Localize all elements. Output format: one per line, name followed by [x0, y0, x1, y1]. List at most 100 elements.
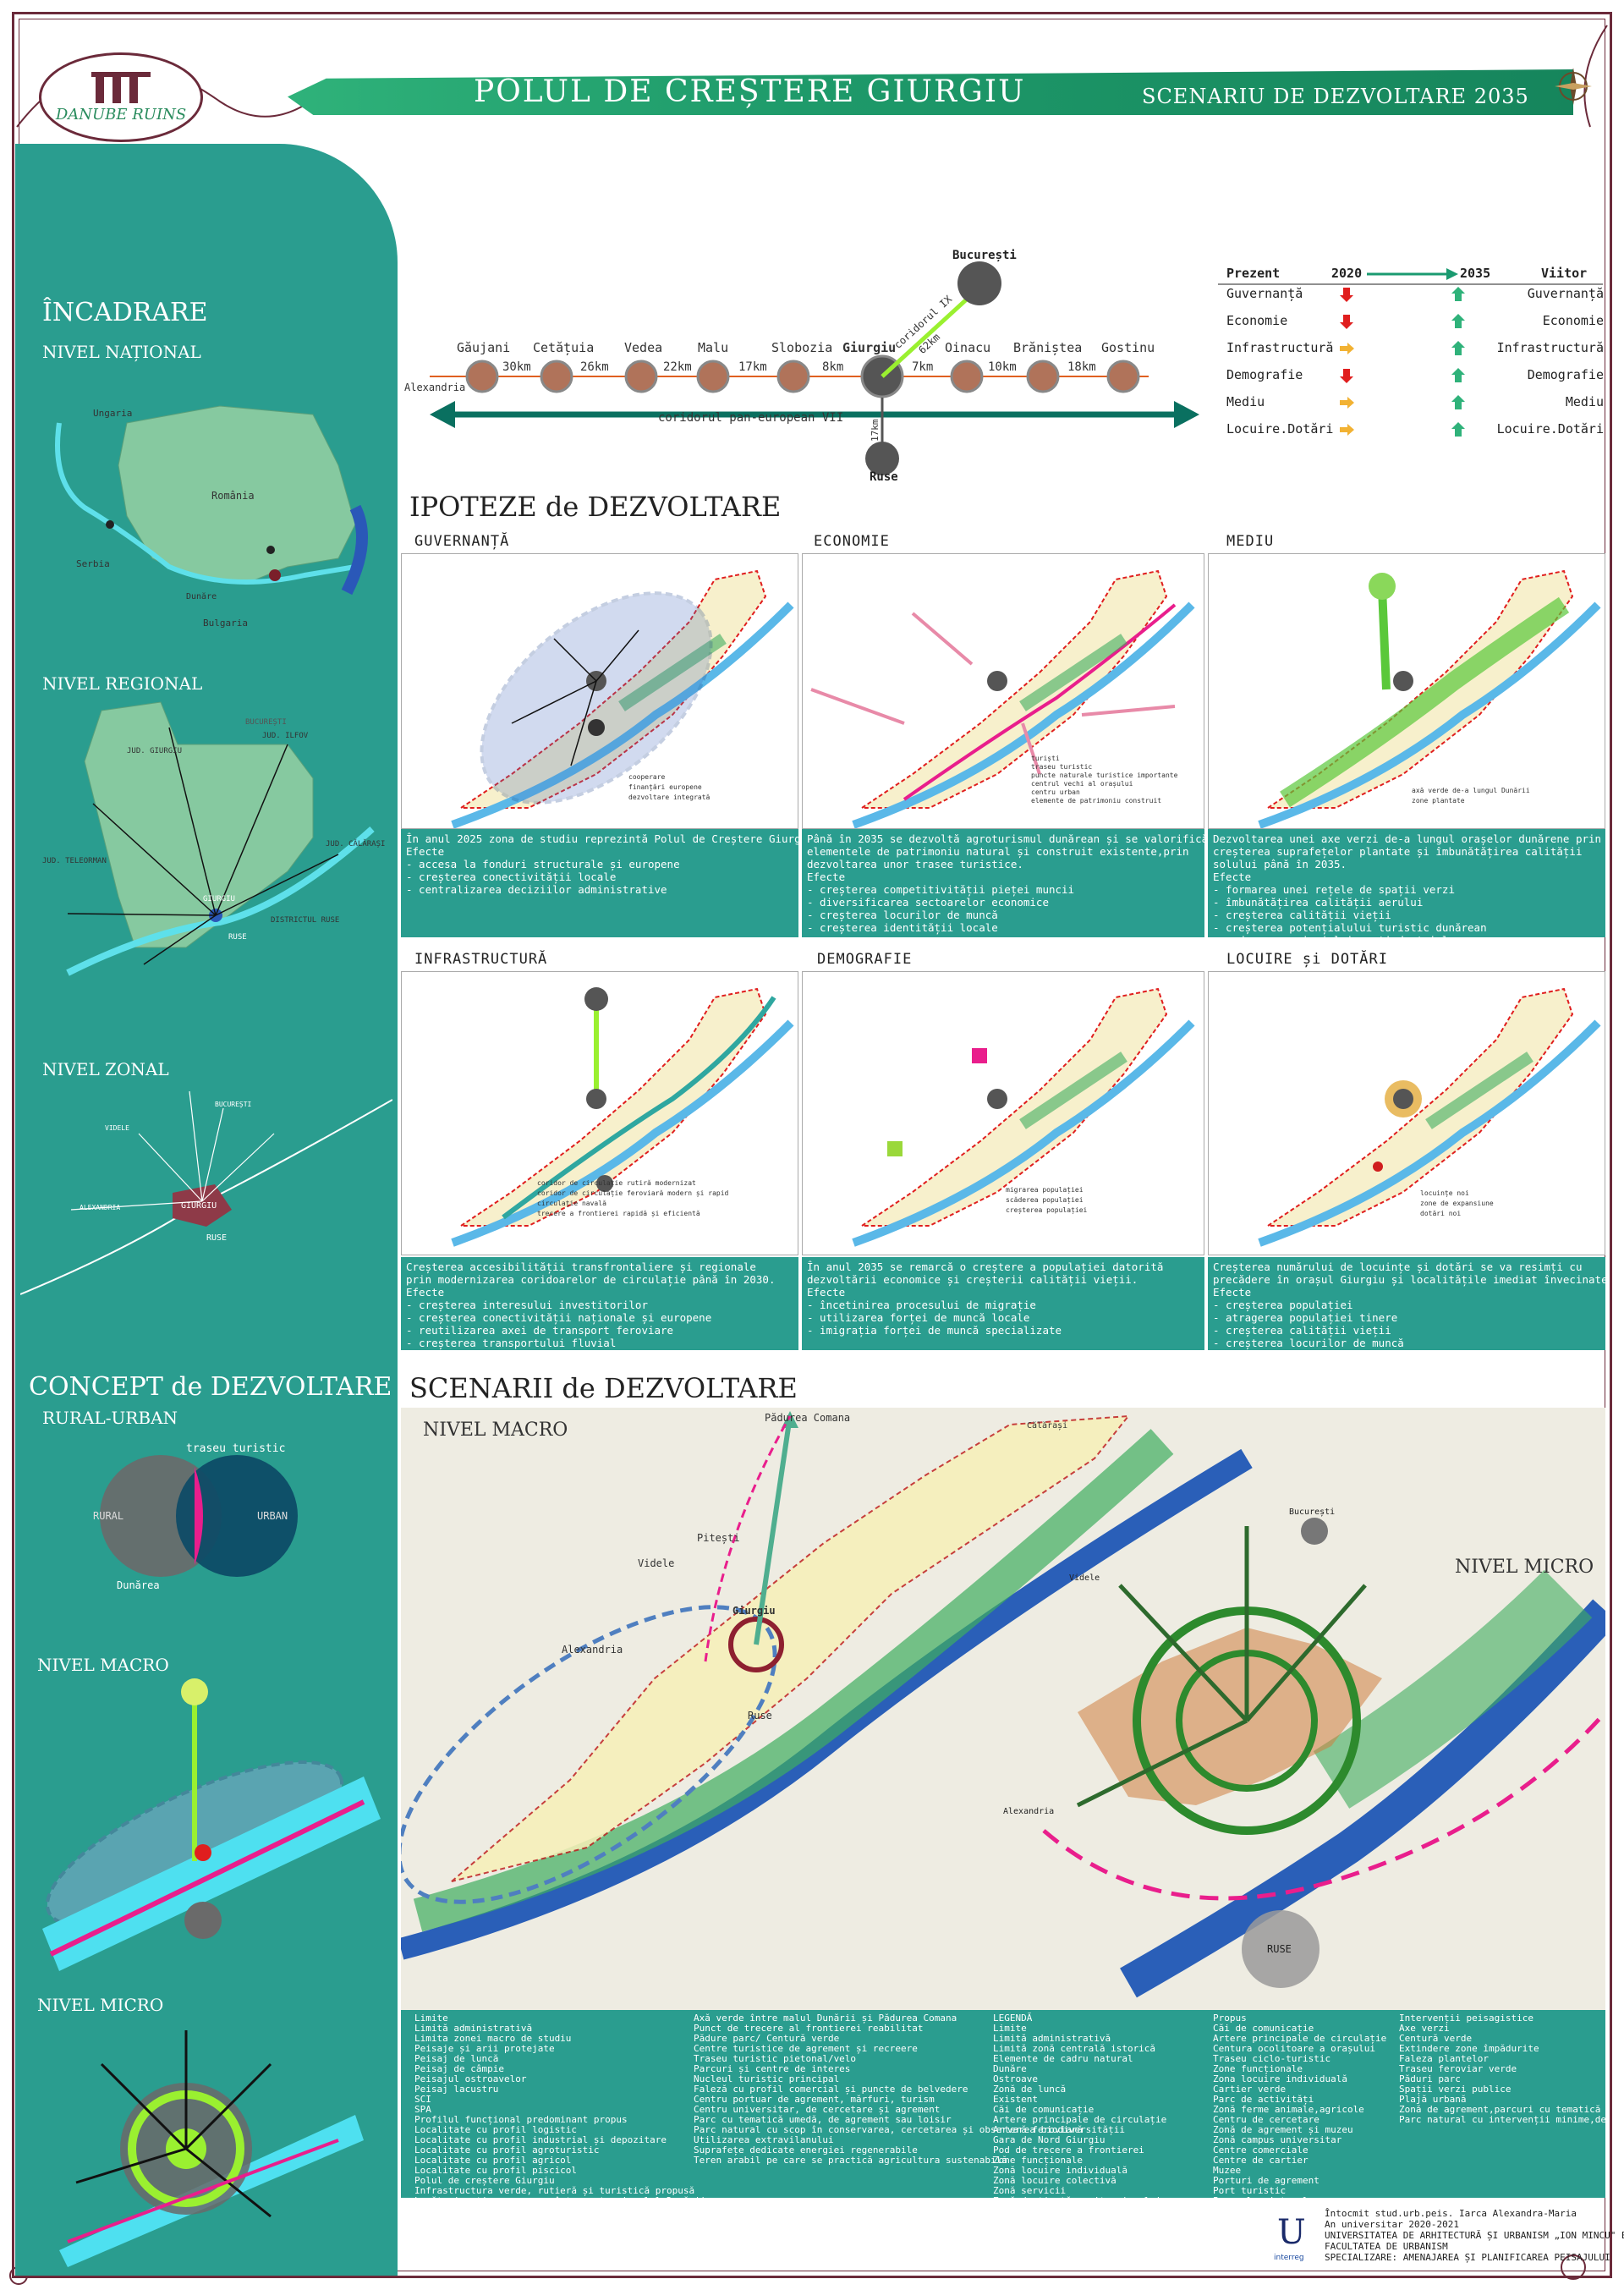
corridor-ruse-km: 17km — [870, 419, 881, 442]
locuire-legend-1: zone de expansiune — [1420, 1200, 1494, 1207]
trend-future-label: Locuire.Dotări — [1496, 421, 1604, 437]
trend-present-label: Mediu — [1226, 394, 1265, 409]
national-label-dunare: Dunăre — [186, 591, 217, 601]
panel-text-infrastructura: Creșterea accesibilității transfrontalie… — [401, 1257, 798, 1350]
panel-text-demografie: În anul 2035 se remarcă o creștere a pop… — [802, 1257, 1204, 1350]
nivel-national-heading: NIVEL NAȚIONAL — [42, 342, 201, 362]
corridor-alexandria: Alexandria — [404, 382, 465, 393]
nivel-macro-heading: NIVEL MACRO — [37, 1655, 169, 1675]
panel-map-infrastructura: coridor de circulație rutiră modernizat … — [401, 971, 798, 1255]
panel-text-demografie-line: dezvoltării economice și creșterii calit… — [807, 1273, 1138, 1286]
economie-legend-0: turiști — [1031, 755, 1060, 762]
panel-text-locuire-line: - creșterea populației — [1213, 1299, 1353, 1311]
concept-heading: CONCEPT de DEZVOLTARE — [29, 1372, 392, 1402]
legend-col-3-line: Ostroave — [993, 2073, 1038, 2084]
legend-col-2-line: Centru portuar de agrement, mărfuri, tur… — [694, 2094, 935, 2105]
panel-text-demografie-line: - imigrația forței de muncă specializate — [807, 1324, 1062, 1337]
zonal-label-bucuresti: BUCUREȘTI — [215, 1101, 252, 1108]
legend-col-1-line: Limită administrativă — [414, 2023, 533, 2034]
panel-text-mediu: Dezvoltarea unei axe verzi de-a lungul o… — [1208, 829, 1605, 937]
trend-viitor: Viitor — [1541, 266, 1588, 281]
panel-text-mediu-line: - formarea unei rețele de spații verzi — [1213, 883, 1455, 896]
corridor-city-2: Vedea — [624, 340, 663, 355]
macro-label-ruse: Ruse — [748, 1710, 772, 1722]
panel-text-infrastructura-line: - creșterea interesului investitorilor — [406, 1299, 648, 1311]
arrow-up-icon — [1451, 422, 1465, 437]
trend-prezent: Prezent — [1226, 266, 1281, 281]
legend-col-1-line: Localitate cu profil agricol — [414, 2155, 572, 2166]
trend-2020: 2020 — [1331, 266, 1363, 281]
regional-label-calarasi: JUD. CĂLĂRAȘI — [326, 838, 385, 848]
economie-legend-3: centrul vechi al orașului — [1031, 780, 1133, 788]
panel-text-mediu-line: creșterea suprafețelor plantate și îmbun… — [1213, 845, 1583, 858]
panel-text-guvernanta-line: Efecte — [406, 845, 445, 858]
guvernanta-legend: cooperare finanțări europene dezvoltare … — [628, 773, 710, 801]
economie-legend-5: elemente de patrimoniu construit — [1031, 797, 1161, 805]
arrow-down-icon — [1340, 315, 1353, 329]
panel-text-infrastructura-line: prin modernizarea coridoarelor de circul… — [406, 1273, 776, 1286]
arrow-down-icon — [1340, 288, 1353, 302]
corridor-ruse: Ruse — [870, 470, 898, 484]
demografie-legend-1: scăderea populației — [1006, 1196, 1084, 1205]
legend-col-4-line: Propus — [1213, 2013, 1247, 2024]
legend-col-3-line: Arteră feroviară — [993, 2124, 1083, 2135]
legend-col-4-line: Centre comerciale — [1213, 2144, 1309, 2155]
locuire-legend-2: dotări noi — [1420, 1210, 1461, 1217]
footer-credits-line: Întocmit stud.urb.peis. Iarca Alexandra-… — [1325, 2208, 1577, 2219]
footer-credits: Întocmit stud.urb.peis. Iarca Alexandra-… — [1325, 2208, 1624, 2263]
legend-col-2-line: Pădure parc/ Centură verde — [694, 2033, 840, 2044]
demografie-legend-2: creșterea populației — [1006, 1206, 1088, 1215]
legend-col-5-line: Zonă de agrement,parcuri cu tematică ume… — [1399, 2104, 1605, 2115]
rural-urban-heading: RURAL-URBAN — [42, 1408, 178, 1428]
legend-col-4-line: Zone funcționale — [1213, 2063, 1303, 2074]
footer-credits-line: SPECIALIZARE: AMENAJAREA ȘI PLANIFICAREA… — [1325, 2252, 1610, 2263]
poster-title: POLUL DE CREȘTERE GIURGIU — [474, 74, 1026, 109]
panel-text-economie-line: dezvoltarea unor trasee turistice. — [807, 858, 1023, 870]
guvernanta-legend-2: dezvoltare integrată — [628, 794, 710, 801]
national-label-romania: România — [211, 490, 255, 502]
panel-text-mediu-line: Dezvoltarea unei axe verzi de-a lungul o… — [1213, 832, 1602, 845]
panel-text-mediu-line: - reducerea peisajului postindustrial — [1213, 934, 1600, 937]
footer-credits-line: UNIVERSITATEA DE ARHITECTURĂ ȘI URBANISM… — [1325, 2230, 1624, 2241]
corridor-km-2: 22km — [663, 360, 692, 374]
legend-col-1-line: Localitate cu profil logistic — [414, 2124, 578, 2135]
legend-col-1-line: Localitate cu profil agroturistic — [414, 2144, 600, 2155]
corridor-city-8: Gostinu — [1101, 340, 1155, 355]
panel-text-locuire-line: Creșterea numărului de locuințe și dotăr… — [1213, 1260, 1583, 1273]
mediu-legend-1: zone plantate — [1412, 797, 1465, 805]
trends-arrows — [1218, 268, 1603, 437]
infra-legend-3: trecere a frontierei rapidă și eficientă — [537, 1210, 700, 1217]
zonal-label-videle: VIDELE — [105, 1124, 129, 1132]
arrow-up-icon — [1451, 368, 1465, 382]
legend-col-3-line: Gara de Nord Giurgiu — [993, 2134, 1106, 2145]
legend-col-2-line: Utilizarea extravilanului — [694, 2134, 834, 2145]
legend-col-2-line: Centru universitar, de cercetare și agre… — [694, 2104, 941, 2115]
panel-text-economie: Până în 2035 se dezvoltă agroturismul du… — [802, 829, 1204, 937]
regional-label-ilfov: JUD. ILFOV — [262, 732, 309, 740]
legend-col-3-line: Limită administrativă — [993, 2033, 1111, 2044]
regional-label-giurgiu-jud: JUD. GIURGIU — [127, 747, 182, 755]
panel-text-infrastructura-line: - creșterea conectivității naționale și … — [406, 1311, 712, 1324]
guvernanta-legend-0: cooperare — [628, 773, 666, 781]
nivel-micro-heading: NIVEL MICRO — [37, 1995, 164, 2015]
panel-text-economie-line: - creșterea competitivității pieței munc… — [807, 883, 1075, 896]
legend-col-3-line: Zonă locuire individuală — [993, 2165, 1127, 2176]
ipoteze-heading: IPOTEZE de DEZVOLTARE — [409, 491, 782, 523]
panel-text-demografie-line: În anul 2035 se remarcă o creștere a pop… — [807, 1260, 1164, 1273]
zonal-label-ruse: RUSE — [206, 1233, 227, 1243]
panel-map-locuire: locuințe noi zone de expansiune dotări n… — [1208, 971, 1605, 1255]
panel-text-mediu-line: solului până în 2035. — [1213, 858, 1347, 870]
legend-col-1-line: Legături rutiere propuse între sate și m… — [414, 2196, 705, 2199]
trend-future-label: Infrastructură — [1496, 340, 1604, 355]
legend-col-5-line: Spații verzi publice — [1399, 2084, 1512, 2095]
panel-text-economie-line: Până în 2035 se dezvoltă agroturismul du… — [807, 832, 1204, 845]
zonal-label-giurgiu: GIURGIU — [181, 1201, 217, 1211]
corridor-km-1: 26km — [580, 360, 609, 374]
legend-col-3-line: Zone funcționale — [993, 2155, 1083, 2166]
infra-legend-2: circulație navală — [537, 1200, 606, 1208]
panel-text-demografie-line: - încetinirea procesului de migrație — [807, 1299, 1036, 1311]
legend-col-1-line: Peisaj de câmpie — [414, 2063, 504, 2074]
legend-col-4-line: Zonă de agrement și muzeu — [1213, 2124, 1353, 2135]
panel-text-economie-line: - diversificarea sectoarelor economice — [807, 896, 1049, 909]
legend-col-2-line: Traseu turistic pietonal/velo — [694, 2053, 857, 2064]
